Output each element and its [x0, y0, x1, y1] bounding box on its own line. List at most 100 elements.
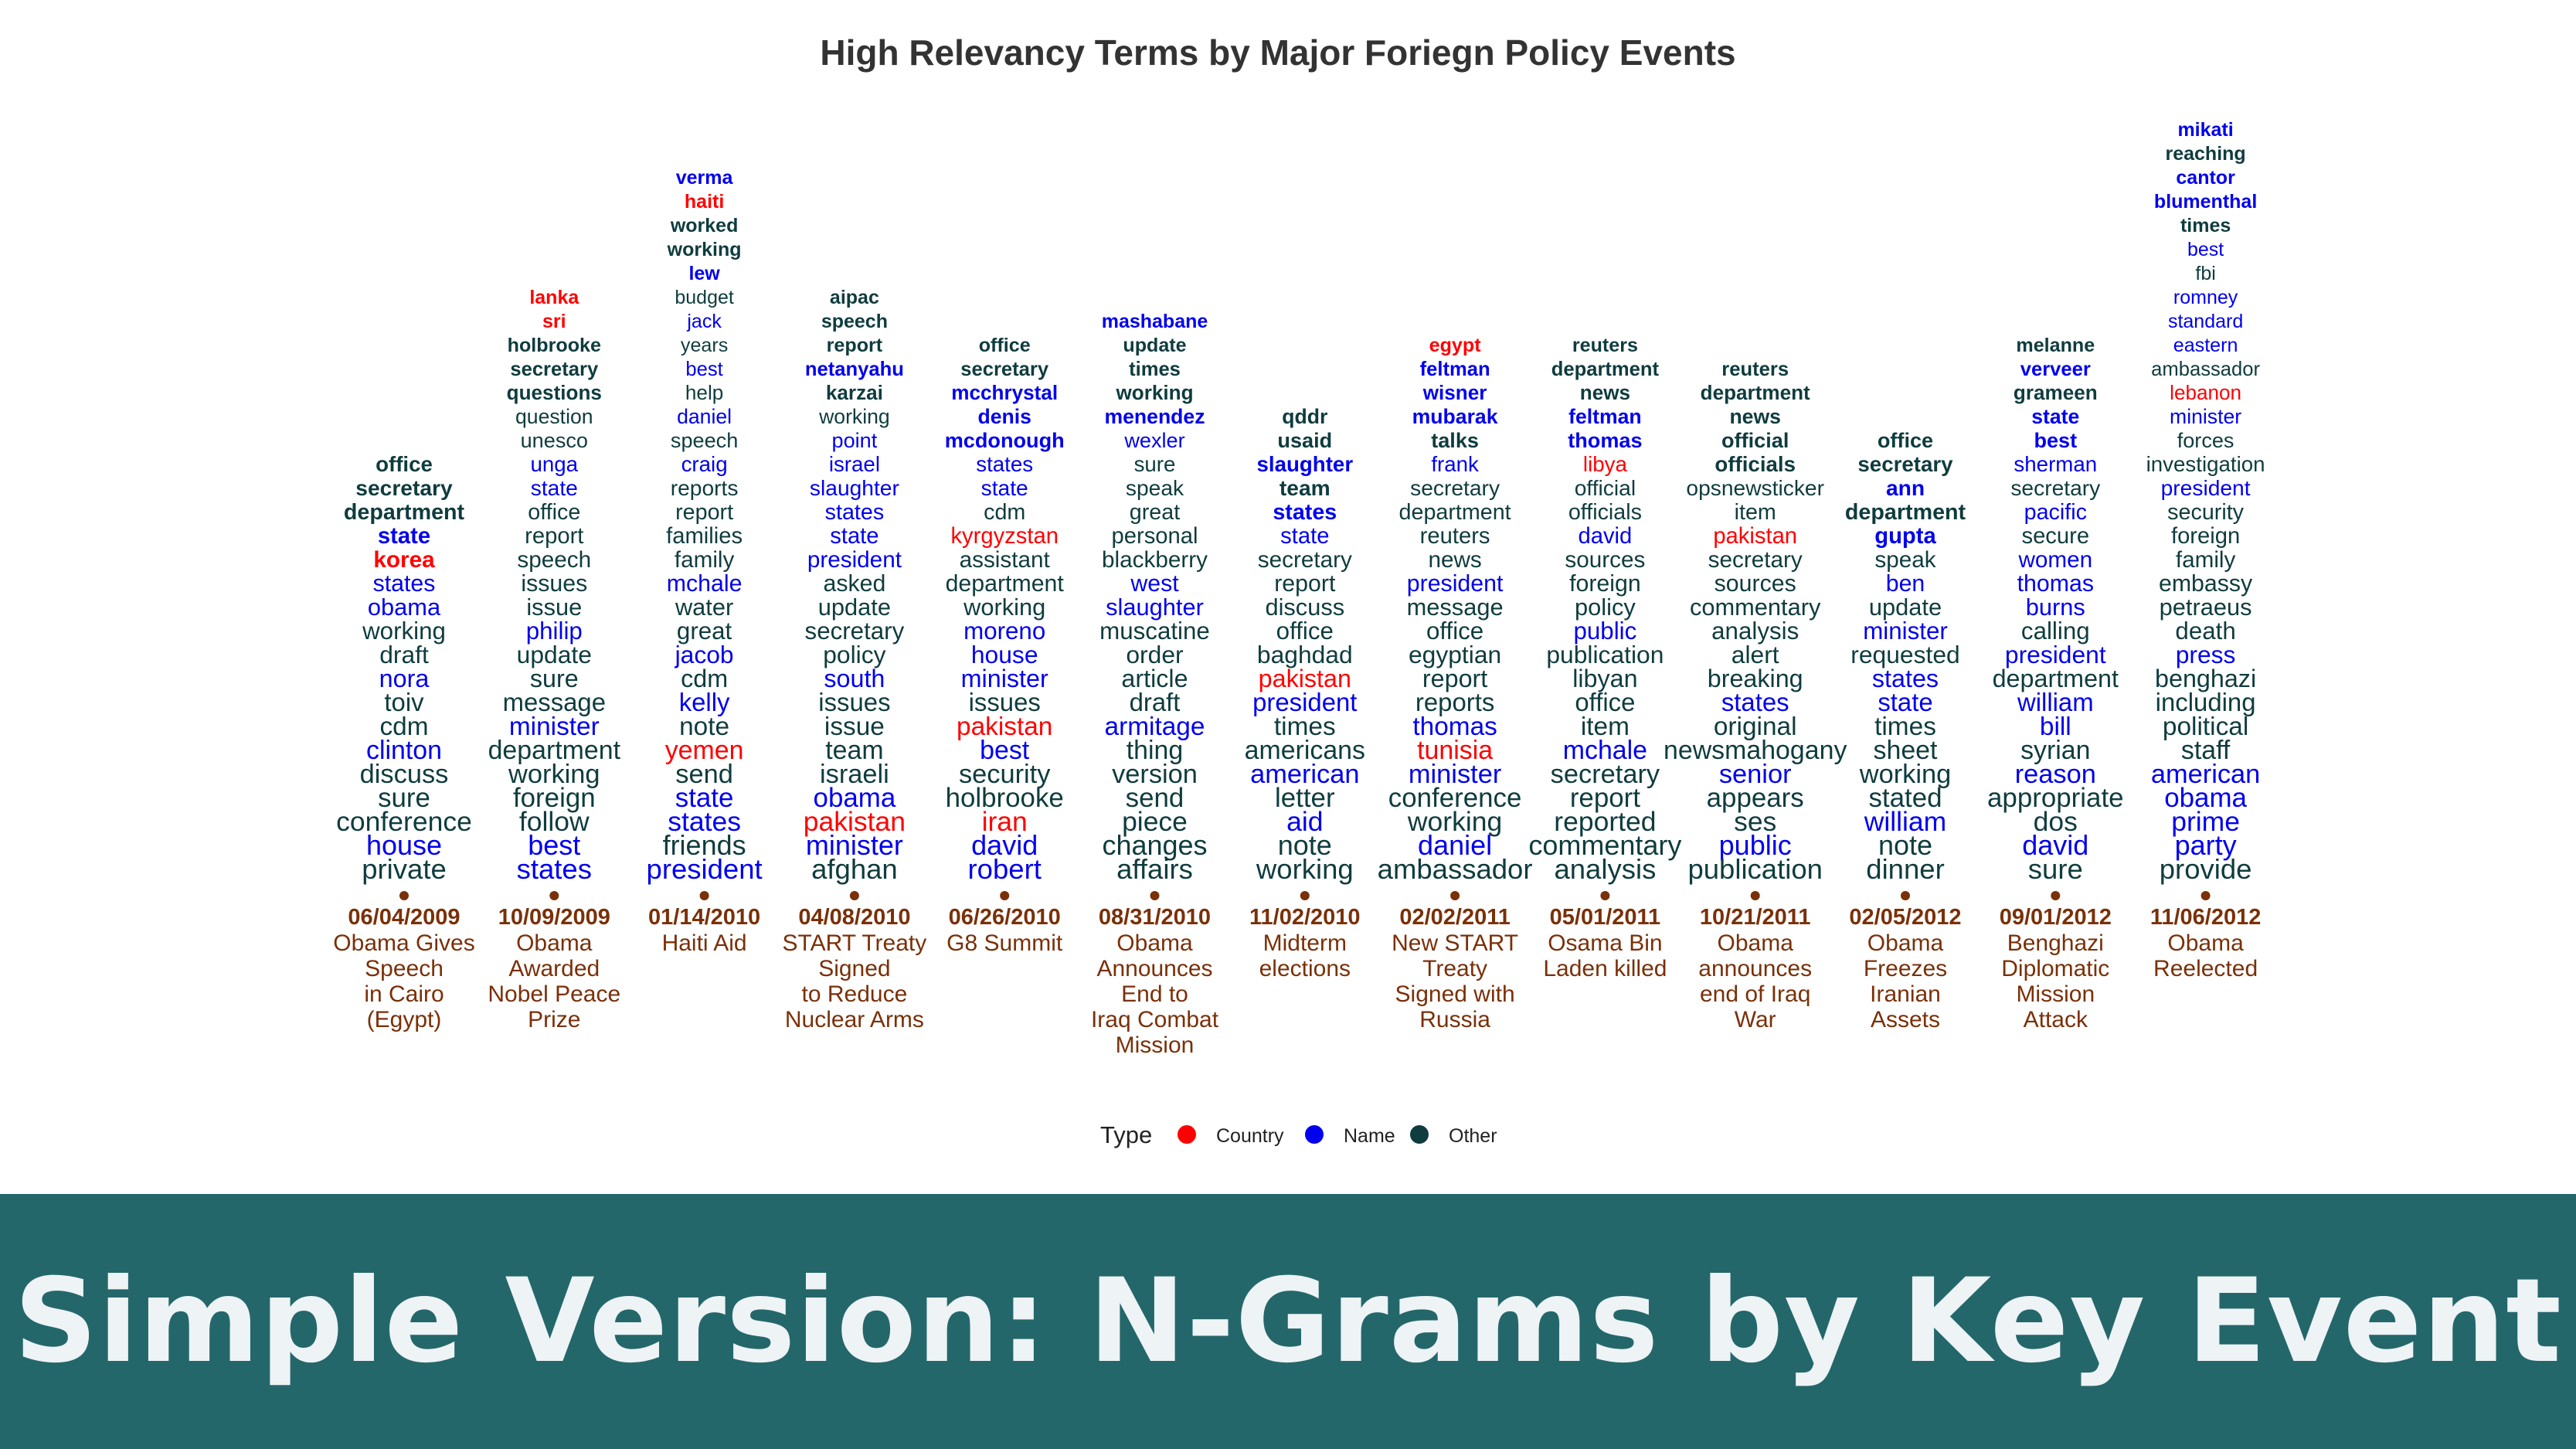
- event-label: G8 Summit: [946, 930, 1063, 956]
- term-label: sri: [542, 311, 566, 332]
- term-label: aid: [1286, 806, 1323, 837]
- term-label: issues: [521, 571, 587, 597]
- term-label: burns: [2026, 594, 2085, 621]
- event-point: [2051, 891, 2061, 900]
- term-label: states: [1721, 688, 1789, 716]
- term-label: state: [2031, 405, 2079, 428]
- term-label: reuters: [1721, 359, 1789, 380]
- term-label: cantor: [2176, 167, 2235, 189]
- term-label: sure: [2028, 853, 2083, 885]
- event-label: Osama Bin: [1548, 930, 1662, 956]
- term-label: official: [1721, 428, 1789, 452]
- term-label: secure: [2021, 524, 2089, 549]
- event-point: [1600, 891, 1610, 900]
- event-label: Speech: [365, 956, 443, 981]
- term-label: times: [1874, 713, 1936, 741]
- term-label: haiti: [685, 191, 724, 213]
- term-label: obama: [368, 594, 441, 621]
- term-label: draft: [379, 641, 429, 668]
- term-label: newsmahogany: [1664, 736, 1847, 765]
- event-date: 06/26/2010: [949, 905, 1061, 930]
- event-label: Haiti Aid: [662, 930, 747, 956]
- event-label: Obama: [1867, 930, 1944, 956]
- term-label: point: [832, 428, 878, 452]
- term-label: department: [946, 571, 1065, 597]
- term-label: officials: [1715, 452, 1796, 476]
- term-label: mchale: [1563, 736, 1647, 765]
- chart-title: High Relevancy Terms by Major Foriegn Po…: [820, 32, 1735, 73]
- event-label: Diplomatic: [2001, 956, 2109, 981]
- term-label: reason: [2015, 760, 2096, 789]
- legend-swatch-other: [1410, 1125, 1429, 1144]
- title-banner: Simple Version: N-Grams by Key Event: [0, 1194, 2576, 1449]
- event-label: Prize: [528, 1007, 580, 1032]
- term-label: feltman: [1420, 359, 1490, 380]
- term-label: opsnewsticker: [1686, 475, 1824, 500]
- term-label: americans: [1245, 736, 1365, 765]
- event-date: 11/06/2012: [2150, 905, 2262, 930]
- term-label: news: [1428, 547, 1481, 573]
- term-label: news: [1580, 381, 1630, 404]
- term-label: note: [1878, 829, 1932, 861]
- term-label: moreno: [963, 617, 1045, 645]
- term-label: family: [675, 547, 735, 573]
- term-label: house: [971, 641, 1038, 668]
- term-label: times: [1129, 359, 1181, 380]
- term-label: years: [681, 335, 728, 356]
- term-label: feltman: [1568, 405, 1642, 428]
- term-label: pakistan: [1713, 524, 1797, 549]
- term-label: william: [1864, 806, 1947, 837]
- term-label: blackberry: [1102, 547, 1208, 573]
- term-label: secretary: [1708, 547, 1803, 573]
- term-label: best: [685, 359, 722, 380]
- term-label: speech: [517, 547, 591, 573]
- term-label: note: [1278, 829, 1332, 861]
- term-label: korea: [373, 547, 435, 573]
- term-label: public: [1719, 829, 1792, 861]
- term-label: update: [1123, 335, 1186, 356]
- term-label: water: [675, 594, 733, 621]
- term-label: baghdad: [1257, 641, 1353, 668]
- event-point: [399, 891, 409, 900]
- event-label: Iranian: [1870, 981, 1941, 1007]
- term-label: office: [979, 335, 1031, 356]
- term-label: reaching: [2165, 143, 2245, 165]
- term-label: ben: [1886, 571, 1925, 597]
- term-label: note: [679, 713, 729, 741]
- term-label: staff: [2181, 736, 2231, 765]
- term-label: david: [2022, 829, 2088, 861]
- term-label: commentary: [1690, 594, 1821, 621]
- term-label: forces: [2177, 428, 2234, 452]
- term-label: send: [675, 760, 733, 789]
- term-label: foreign: [2171, 524, 2240, 549]
- term-label: thomas: [1412, 713, 1497, 741]
- term-label: department: [1845, 500, 1966, 525]
- term-label: clinton: [366, 736, 442, 765]
- term-label: provide: [2160, 853, 2252, 885]
- term-label: item: [1581, 713, 1630, 741]
- term-label: daniel: [677, 405, 732, 428]
- term-label: report: [1422, 665, 1487, 692]
- term-label: secretary: [1551, 760, 1660, 789]
- term-label: cdm: [681, 665, 728, 692]
- term-label: breaking: [1708, 665, 1803, 692]
- term-label: jacob: [675, 641, 734, 668]
- term-label: news: [1729, 405, 1781, 428]
- term-label: armitage: [1105, 713, 1205, 741]
- event-date: 01/14/2010: [648, 905, 760, 930]
- term-label: working: [362, 617, 446, 645]
- term-label: question: [515, 405, 593, 428]
- term-label: update: [1869, 594, 1942, 621]
- term-label: draft: [1130, 688, 1181, 716]
- term-label: conference: [1388, 783, 1522, 813]
- term-label: frank: [1431, 452, 1479, 476]
- term-label: working: [508, 760, 600, 789]
- term-label: pakistan: [957, 713, 1052, 741]
- term-label: afghan: [811, 853, 898, 885]
- event-label: Benghazi: [2007, 930, 2104, 956]
- term-label: original: [1714, 713, 1797, 741]
- term-label: best: [2034, 428, 2077, 452]
- term-label: verma: [676, 167, 734, 189]
- term-label: libyan: [1572, 665, 1637, 692]
- term-label: nora: [379, 665, 430, 692]
